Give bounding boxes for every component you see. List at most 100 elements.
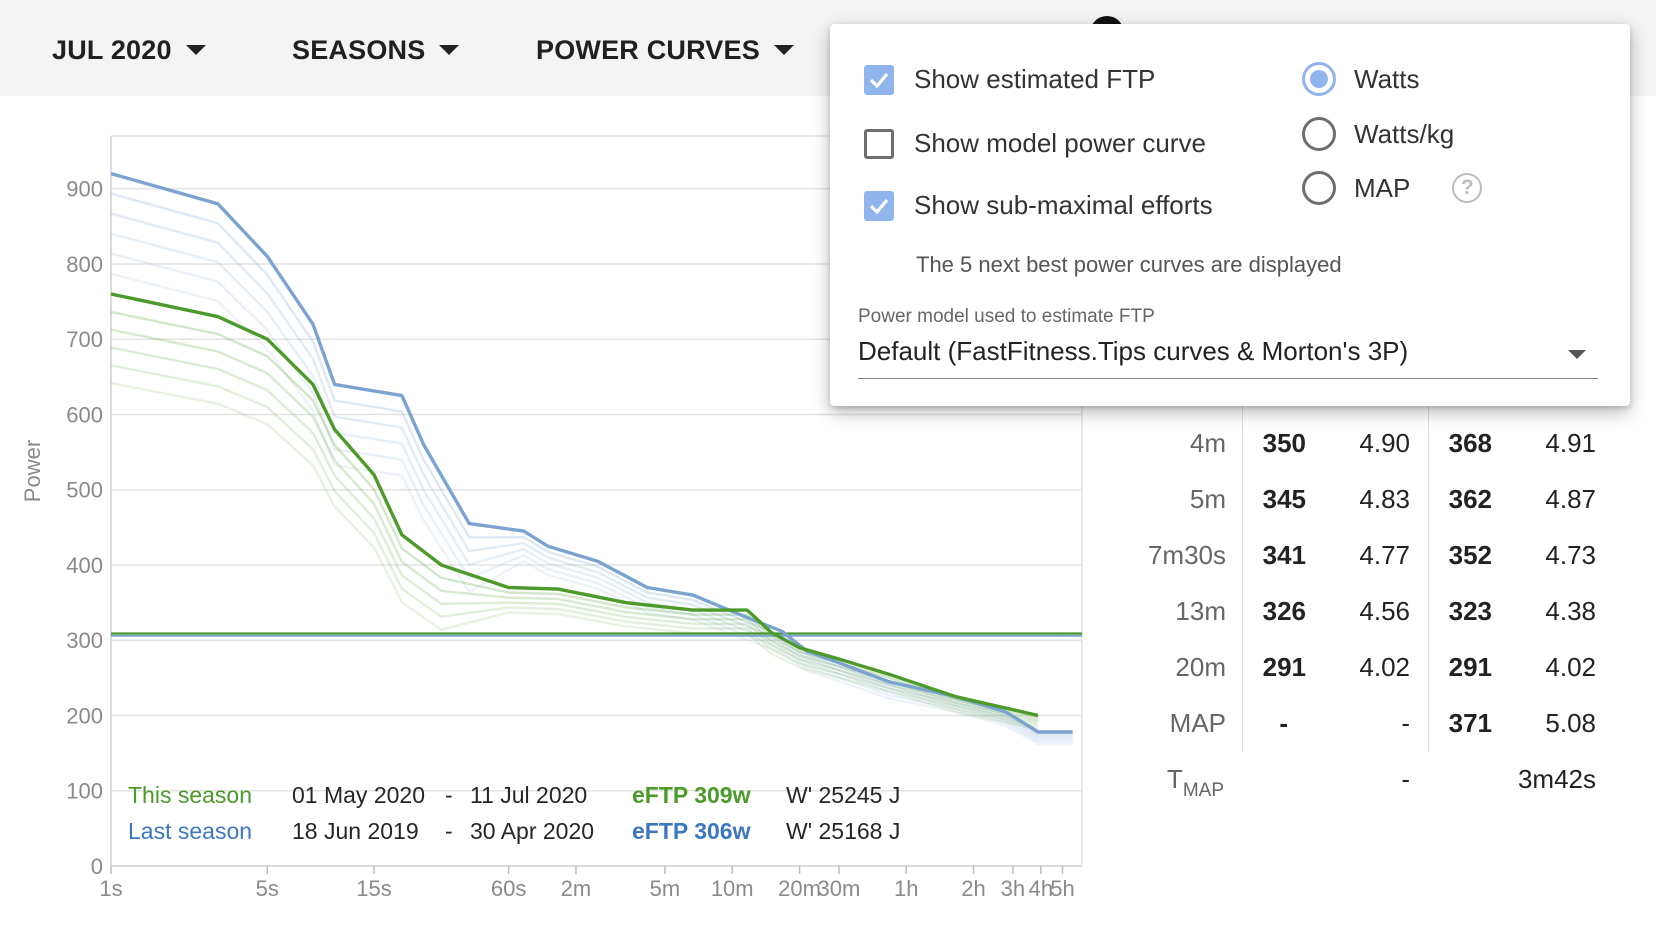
power-curve-chart: 0 100 200 300 400 500 600 700 800 900 1s 5s 15s 60s 2m… [20,135,1083,901]
this-watts: - [1279,708,1288,738]
x-tick-label: 20m [778,876,821,901]
submax-curve [110,310,1039,720]
last-watts: 368 [1448,428,1492,458]
x-tick-label: 2h [961,876,985,901]
row-duration: 7m30s [1147,540,1226,570]
x-tick-label: 5s [256,876,279,901]
last-wkg: 4.38 [1545,596,1596,626]
show-eftp-option[interactable]: Show estimated FTP [864,64,1155,95]
this-watts: 345 [1262,484,1306,514]
legend-last-season-start: 18 Jun 2019 [292,818,419,844]
this-wkg: 4.56 [1359,596,1410,626]
model-select-value: Default (FastFitness.Tips curves & Morto… [858,336,1409,366]
last-wkg: 5.08 [1545,708,1596,738]
x-tick-label: 3h [1001,876,1025,901]
legend-this-season-start: 01 May 2020 [292,782,425,808]
show-eftp-checkbox[interactable] [864,64,894,95]
legend-last-season-sep: - [445,818,453,844]
submax-curve [110,364,1039,728]
period-dropdown[interactable]: JUL 2020 [52,30,206,70]
this-wkg: 4.90 [1359,428,1410,458]
y-tick-label: 700 [66,327,103,352]
tmap-label: TMAP [1167,764,1224,801]
table-divider [1242,406,1243,752]
unit-wkg-label: Watts/kg [1354,118,1455,149]
unit-map-radio[interactable] [1302,171,1336,205]
y-tick-label: 200 [66,703,103,728]
period-label: JUL 2020 [52,34,172,65]
submax-hint: The 5 next best power curves are display… [916,252,1342,277]
chevron-down-icon [1568,350,1586,359]
seasons-dropdown[interactable]: SEASONS [292,30,460,70]
x-tick-label: 5m [650,876,681,901]
unit-map-option[interactable]: MAP ? [1302,171,1483,205]
unit-watts-option[interactable]: Watts [1302,62,1419,96]
show-model-checkbox[interactable] [864,128,894,159]
x-tick-label: 1s [99,876,122,901]
chevron-down-icon [773,45,794,55]
y-tick-label: 900 [66,177,103,202]
y-tick-label: 300 [66,628,103,653]
legend-this-season-name: This season [128,782,253,808]
legend-this-season-eftp: eFTP 309w [632,782,751,808]
chevron-down-icon [439,45,460,55]
tmap-this: - [1401,764,1410,794]
y-tick-label: 400 [66,553,103,578]
power-curve-line [110,171,1073,734]
last-watts: 352 [1448,540,1492,570]
this-wkg: 4.77 [1359,540,1410,570]
show-model-option[interactable]: Show model power curve [864,128,1206,159]
x-tick-label: 1h [894,876,918,901]
x-tick-label: 10m [711,876,754,901]
power-curve-line [110,292,1039,718]
checkmark-icon [869,198,889,214]
chevron-down-icon [185,45,206,55]
this-wkg: 4.83 [1359,484,1410,514]
y-tick-label: 800 [66,252,103,277]
unit-watts-label: Watts [1354,63,1420,94]
legend-last-season-eftp: eFTP 306w [632,818,751,844]
last-wkg: 4.91 [1545,428,1596,458]
legend-last-season-name: Last season [128,818,253,844]
legend-this-season-end: 11 Jul 2020 [470,782,588,808]
last-watts: 362 [1448,484,1492,514]
submax-curve [110,381,1039,731]
table-divider [1428,406,1429,752]
legend-this-season-sep: - [445,782,453,808]
x-tick-label: 2m [561,876,592,901]
question-circle-icon[interactable]: ? [1452,173,1483,203]
x-tick-label: 15s [356,876,391,901]
this-wkg: 4.02 [1359,652,1410,682]
x-tick-label: 30m [818,876,861,901]
y-axis-label: Power [20,440,45,502]
x-tick-label: 4h [1029,876,1053,901]
submax-curve [110,212,1073,739]
last-watts: 371 [1448,708,1492,738]
y-tick-label: 600 [66,402,103,427]
model-select[interactable]: Default (FastFitness.Tips curves & Morto… [858,330,1598,379]
this-watts: 341 [1262,540,1306,570]
row-duration: 13m [1175,596,1226,626]
this-watts: 326 [1262,596,1306,626]
legend-this-season-wprime: W' 25245 J [786,782,901,808]
unit-wkg-option[interactable]: Watts/kg [1302,117,1454,151]
view-dropdown[interactable]: POWER CURVES [536,30,794,70]
x-tick-label: 60s [491,876,526,901]
radio-dot [1310,70,1328,88]
unit-wkg-radio[interactable] [1302,117,1336,151]
tmap-last: 3m42s [1517,764,1596,794]
row-duration: 4m [1189,428,1226,458]
last-wkg: 4.73 [1545,540,1596,570]
tmap-label-sub: MAP [1182,780,1224,801]
show-submax-checkbox[interactable] [864,190,894,221]
unit-watts-radio[interactable] [1302,62,1336,96]
legend-last-season-wprime: W' 25168 J [786,818,901,844]
view-label: POWER CURVES [536,34,760,65]
this-watts: 350 [1262,428,1306,458]
last-wkg: 4.02 [1545,652,1596,682]
show-submax-option[interactable]: Show sub-maximal efforts [864,190,1213,221]
row-duration: 20m [1175,652,1226,682]
show-submax-label: Show sub-maximal efforts [914,190,1213,220]
y-tick-label: 500 [66,478,103,503]
unit-map-label: MAP [1354,172,1411,203]
